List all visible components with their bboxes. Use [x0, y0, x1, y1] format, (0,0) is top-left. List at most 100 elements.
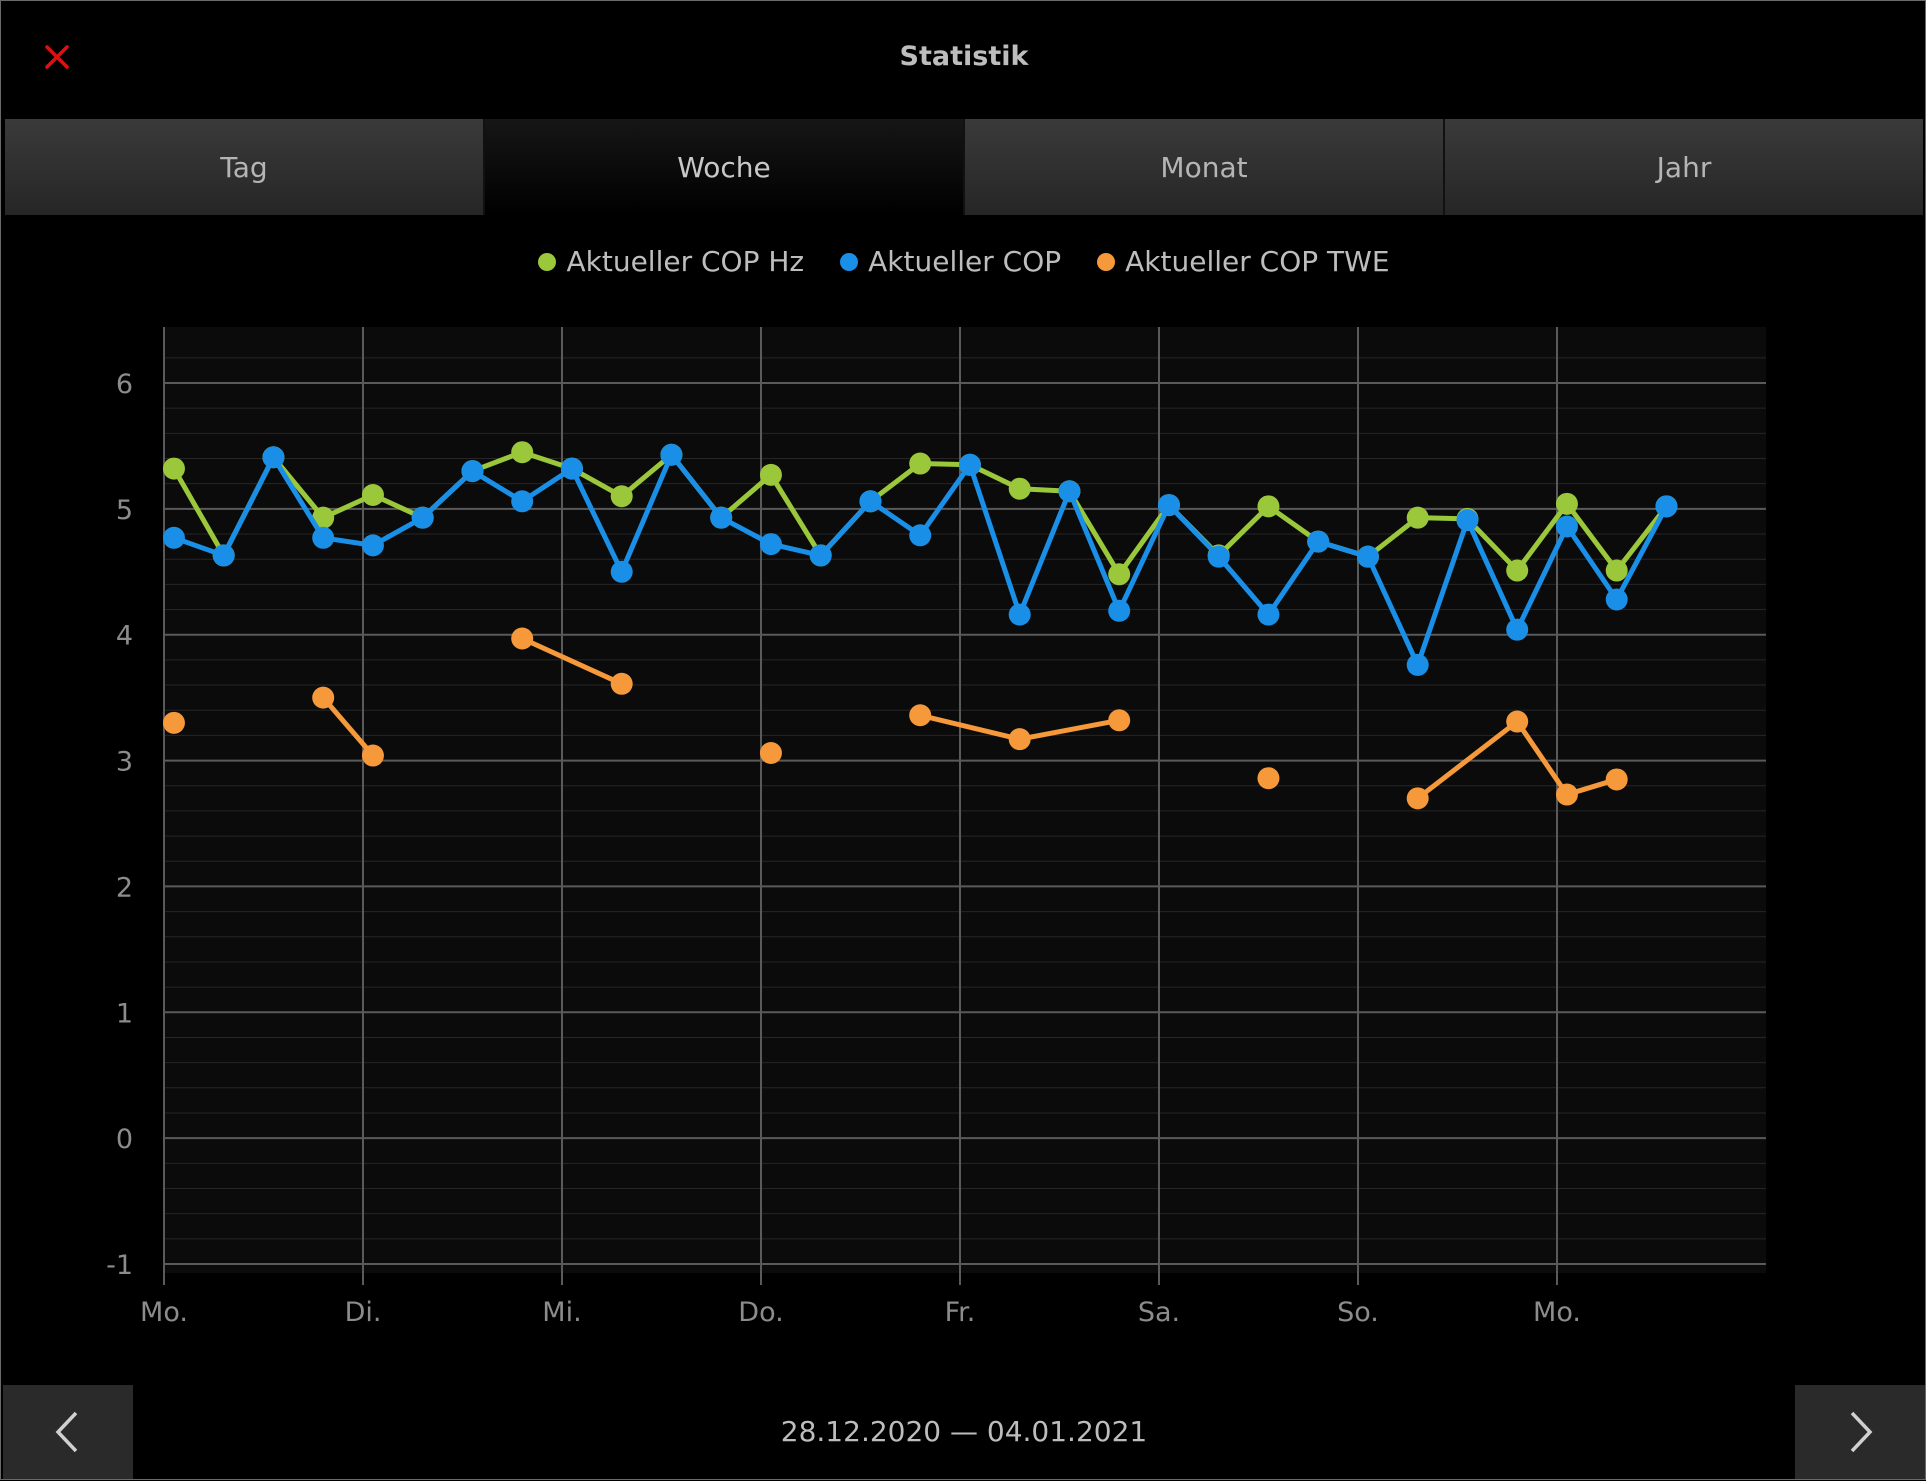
data-point-series-0: [759, 463, 782, 486]
close-button[interactable]: [37, 37, 77, 77]
data-point-series-0: [610, 485, 633, 508]
data-point-series-1: [660, 443, 683, 466]
data-point-series-1: [1157, 494, 1180, 517]
data-point-series-1: [1058, 480, 1081, 503]
data-point-series-1: [1356, 545, 1379, 568]
x-tick-label: Mo.: [1533, 1297, 1581, 1328]
legend-item-cop[interactable]: Aktueller COP: [840, 245, 1061, 278]
tab-tag[interactable]: Tag: [5, 119, 485, 215]
data-point-series-1: [212, 544, 235, 567]
data-point-series-1: [1207, 545, 1230, 568]
legend-label-cop: Aktueller COP: [868, 245, 1062, 278]
data-point-series-2: [610, 672, 633, 695]
data-point-series-0: [1008, 477, 1031, 500]
x-tick-label: Di.: [345, 1297, 382, 1328]
x-tick-label: Mo.: [140, 1297, 188, 1328]
x-tick-label: Mi.: [542, 1297, 581, 1328]
data-point-series-0: [162, 457, 185, 480]
data-point-series-2: [759, 742, 782, 765]
y-tick-label: -1: [106, 1250, 133, 1281]
data-point-series-1: [1406, 653, 1429, 676]
data-point-series-0: [1108, 563, 1131, 586]
y-tick-label: 4: [116, 621, 133, 652]
legend-item-cop-twe[interactable]: Aktueller COP TWE: [1097, 245, 1390, 278]
data-point-series-1: [1456, 509, 1479, 532]
data-point-series-1: [859, 490, 882, 513]
y-tick-label: 3: [116, 747, 133, 778]
plot-background: [164, 327, 1766, 1273]
data-point-series-1: [1655, 495, 1678, 518]
cop-line-chart: -1 0 1 2 3 4 5 6 Mo. Di. Mi. Do. Fr. Sa. So. Mo.: [106, 327, 1766, 1328]
data-point-series-0: [909, 452, 932, 475]
data-point-series-2: [1605, 768, 1628, 791]
data-point-series-2: [1257, 767, 1280, 790]
tab-woche[interactable]: Woche: [485, 119, 965, 215]
data-point-series-1: [312, 526, 335, 549]
data-point-series-1: [361, 534, 384, 557]
y-tick-label: 2: [116, 872, 133, 903]
legend-item-cop-hz[interactable]: Aktueller COP Hz: [538, 245, 804, 278]
data-point-series-0: [312, 506, 335, 529]
series-line-2: [321, 696, 375, 758]
legend-dot-cop-twe: [1097, 252, 1116, 271]
data-point-series-2: [909, 704, 932, 727]
next-period-button[interactable]: [1795, 1385, 1925, 1479]
chart-legend: Aktueller COP Hz Aktueller COP Aktueller…: [1, 245, 1926, 278]
period-tabs: Tag Woche Monat Jahr: [5, 119, 1923, 215]
data-point-series-1: [1605, 588, 1628, 611]
data-point-series-2: [511, 627, 534, 650]
footer: 28.12.2020 — 04.01.2021: [1, 1385, 1926, 1481]
header: Statistik: [1, 1, 1926, 119]
data-point-series-1: [1307, 530, 1330, 553]
data-point-series-0: [1257, 495, 1280, 518]
data-point-series-0: [1605, 559, 1628, 582]
data-point-series-1: [511, 490, 534, 513]
data-point-series-1: [461, 460, 484, 483]
x-tick-label: So.: [1337, 1297, 1379, 1328]
date-range: 28.12.2020 — 04.01.2021: [780, 1415, 1148, 1448]
chevron-left-icon: [55, 1411, 78, 1453]
data-point-series-1: [1506, 618, 1529, 641]
data-point-series-1: [1257, 603, 1280, 626]
data-point-series-1: [560, 457, 583, 480]
legend-label-cop-hz: Aktueller COP Hz: [566, 245, 805, 278]
data-point-series-1: [1555, 515, 1578, 538]
data-point-series-2: [361, 744, 384, 767]
series-line-2: [521, 636, 623, 687]
data-point-series-1: [809, 544, 832, 567]
legend-dot-cop-hz: [538, 252, 557, 271]
data-point-series-1: [411, 506, 434, 529]
y-tick-label: 6: [116, 369, 133, 400]
data-point-series-1: [162, 526, 185, 549]
series-line-2: [1416, 719, 1618, 801]
data-point-series-1: [1008, 603, 1031, 626]
legend-dot-cop: [840, 252, 859, 271]
data-point-series-0: [1555, 492, 1578, 515]
page-title: Statistik: [899, 41, 1029, 72]
data-point-series-2: [1406, 787, 1429, 810]
data-point-series-2: [1506, 710, 1529, 733]
chevron-right-icon: [1850, 1411, 1873, 1453]
data-point-series-0: [361, 484, 384, 507]
y-tick-label: 5: [116, 495, 133, 526]
data-point-series-1: [958, 453, 981, 476]
data-point-series-0: [511, 441, 534, 464]
data-point-series-1: [759, 533, 782, 556]
previous-period-button[interactable]: [3, 1385, 133, 1479]
tab-jahr[interactable]: Jahr: [1445, 119, 1923, 215]
data-point-series-2: [1108, 709, 1131, 732]
close-icon: [45, 45, 69, 69]
data-point-series-1: [610, 560, 633, 583]
chart-area: -1 0 1 2 3 4 5 6 Mo. Di. Mi. Do. Fr. Sa. So. Mo. Aktuel…: [1, 215, 1926, 1385]
data-point-series-1: [710, 506, 733, 529]
tab-monat[interactable]: Monat: [965, 119, 1445, 215]
data-point-series-0: [1406, 506, 1429, 529]
data-point-series-2: [1008, 728, 1031, 751]
data-point-series-0: [1506, 559, 1529, 582]
x-tick-label: Fr.: [945, 1297, 976, 1328]
data-point-series-2: [312, 686, 335, 709]
data-point-series-1: [262, 446, 285, 469]
x-tick-label: Do.: [738, 1297, 783, 1328]
x-tick-label: Sa.: [1138, 1297, 1180, 1328]
